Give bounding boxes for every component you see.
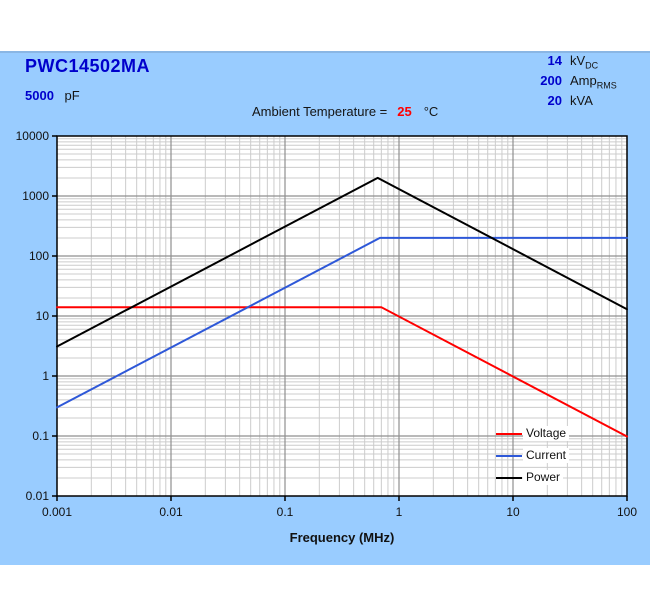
y-tick-label: 1 (42, 369, 49, 383)
legend-label: Current (523, 448, 570, 463)
voltage-line-swatch (496, 432, 522, 435)
current-line-swatch (496, 454, 522, 457)
tick-labels: 0.001 0.01 0.1 1 10 100 10000 1000 100 10 1 0.1 0.01 (16, 129, 638, 519)
legend-item-current: Current (496, 448, 570, 463)
x-axis-title: Frequency (MHz) (290, 530, 395, 545)
x-tick-label: 100 (617, 505, 637, 519)
y-tick-label: 10000 (16, 129, 50, 143)
ambient-temperature-label: Ambient Temperature = (252, 104, 388, 119)
ratings-list: 14 kVDC 200 AmpRMS 20 kVA (533, 53, 617, 113)
legend-label: Power (523, 470, 564, 485)
x-tick-label: 0.001 (42, 505, 72, 519)
rating-value: 200 (540, 73, 562, 88)
power-curve (56, 176, 628, 348)
chart-legend: Voltage Current Power (496, 426, 570, 492)
capacitance: 5000 pF (25, 88, 80, 103)
x-tick-label: 0.01 (159, 505, 183, 519)
y-tick-label: 1000 (22, 189, 49, 203)
part-number: PWC14502MA (25, 56, 151, 76)
y-tick-label: 0.01 (26, 489, 50, 503)
rating-dc-voltage: 14 kVDC (533, 53, 617, 73)
rating-value: 14 (547, 53, 562, 68)
ambient-temperature-value: 25 (397, 104, 412, 119)
ambient-temperature-unit: °C (423, 104, 439, 119)
current-curve (56, 236, 628, 409)
rating-unit: kVA (570, 93, 593, 108)
y-tick-label: 0.1 (32, 429, 49, 443)
x-tick-label: 0.1 (277, 505, 294, 519)
rating-value: 20 (547, 93, 562, 108)
legend-label: Voltage (523, 426, 570, 441)
y-tick-label: 100 (29, 249, 49, 263)
rating-unit: kVDC (570, 53, 599, 71)
x-tick-label: 1 (396, 505, 403, 519)
legend-item-power: Power (496, 470, 569, 485)
capacitance-unit: pF (64, 88, 80, 103)
voltage-curve (56, 306, 628, 438)
y-tick-label: 10 (36, 309, 50, 323)
x-tick-label: 10 (506, 505, 520, 519)
plot-frame (56, 135, 628, 497)
rating-power: 20 kVA (533, 93, 617, 113)
legend-item-voltage: Voltage (496, 426, 570, 441)
power-line-swatch (496, 476, 522, 479)
ambient-temperature: Ambient Temperature = 25 °C (252, 104, 438, 119)
capacitance-value: 5000 (25, 88, 54, 103)
axis-ticks (52, 135, 628, 501)
rating-current: 200 AmpRMS (533, 73, 617, 93)
rating-unit: AmpRMS (570, 73, 617, 91)
